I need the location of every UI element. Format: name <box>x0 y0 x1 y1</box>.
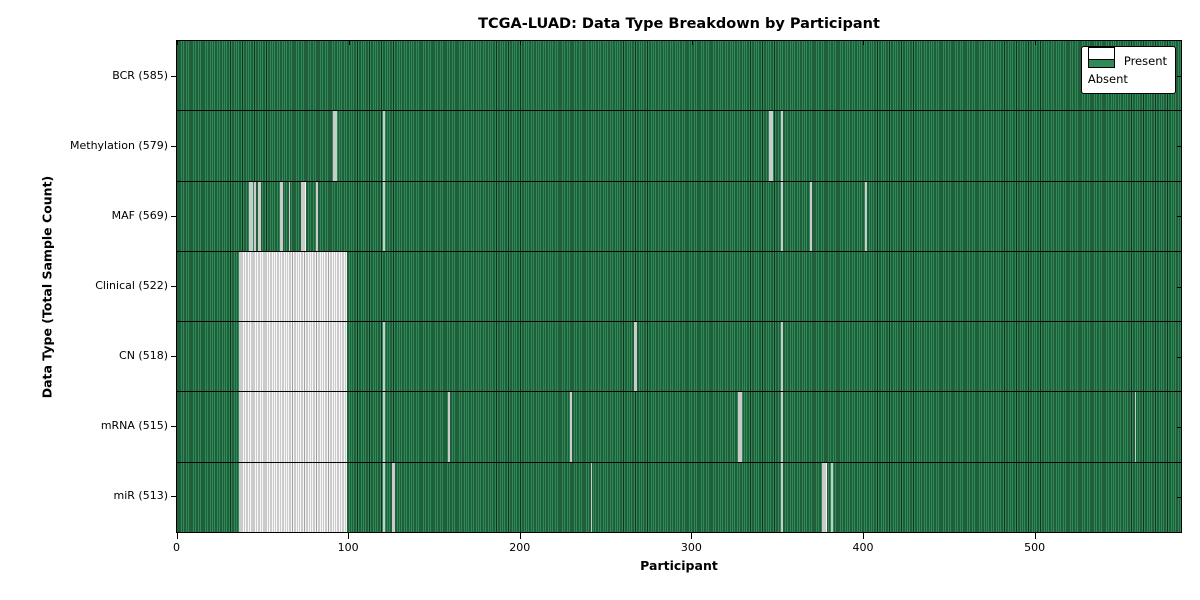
absent-block <box>316 181 318 251</box>
absent-block <box>382 181 385 251</box>
absent-block <box>254 181 256 251</box>
heatmap-row-bcr <box>177 41 1181 112</box>
plot-area: Present Absent <box>176 40 1182 533</box>
x-tick-label: 0 <box>173 541 180 554</box>
absent-block <box>238 462 347 532</box>
legend-item-absent: Absent <box>1087 47 1167 88</box>
absent-block <box>288 181 291 251</box>
absent-block <box>333 111 337 181</box>
y-tick-label: miR (513) <box>113 489 169 503</box>
y-tick-mark <box>171 496 176 498</box>
y-tick-label: mRNA (515) <box>100 419 168 433</box>
absent-block <box>1134 392 1137 462</box>
absent-swatch-icon <box>1087 47 1115 60</box>
absent-block <box>738 392 742 462</box>
absent-block <box>781 322 783 392</box>
y-tick-mark <box>171 356 176 358</box>
legend-label-absent: Absent <box>1087 72 1128 86</box>
absent-block <box>822 462 828 532</box>
absent-block <box>300 181 306 251</box>
absent-block <box>590 462 593 532</box>
absent-block <box>781 462 783 532</box>
legend-label-present: Present <box>1123 54 1167 68</box>
absent-block <box>769 111 773 181</box>
x-tick-mark <box>520 41 522 45</box>
y-tick-label: Methylation (579) <box>70 138 168 152</box>
x-tick-label: 400 <box>852 541 874 554</box>
x-tick-mark <box>862 533 864 539</box>
absent-block <box>238 251 347 322</box>
absent-block <box>382 322 385 392</box>
x-axis-label: Participant <box>640 558 718 573</box>
y-tick-mark <box>171 145 176 147</box>
x-tick-mark <box>348 533 350 539</box>
y-tick-label: CN (518) <box>119 349 168 363</box>
absent-block <box>238 322 347 392</box>
x-tick-label: 500 <box>1024 541 1046 554</box>
absent-block <box>781 181 783 251</box>
x-tick-mark <box>176 533 178 539</box>
x-tick-mark <box>348 41 350 45</box>
absent-block <box>448 392 450 462</box>
legend: Present Absent <box>1080 46 1176 94</box>
absent-block <box>781 111 783 181</box>
heatmap-row-mir <box>177 462 1181 532</box>
y-tick-mark <box>1177 356 1181 358</box>
y-tick-mark <box>171 426 176 428</box>
heatmap-rows <box>177 41 1181 532</box>
absent-block <box>633 322 637 392</box>
y-tick-mark <box>171 286 176 287</box>
y-tick-label: MAF (569) <box>111 208 168 222</box>
absent-block <box>257 181 262 251</box>
absent-block <box>810 181 812 251</box>
y-tick-mark <box>1177 496 1181 498</box>
y-tick-mark <box>1177 76 1181 78</box>
absent-block <box>830 462 833 532</box>
y-tick-mark <box>1177 426 1181 428</box>
y-tick-label: Clinical (522) <box>95 279 168 292</box>
x-tick-mark <box>691 41 693 45</box>
absent-block <box>382 392 385 462</box>
absent-block <box>249 181 253 251</box>
y-tick-mark <box>171 75 176 77</box>
heatmap-row-mrna <box>177 392 1181 463</box>
y-tick-mark <box>1177 146 1181 148</box>
absent-block <box>382 111 385 181</box>
x-tick-mark <box>1034 533 1036 539</box>
absent-block <box>570 392 572 462</box>
x-tick-label: 100 <box>337 541 359 554</box>
x-tick-mark <box>1035 41 1037 45</box>
y-tick-mark <box>171 215 176 217</box>
absent-block <box>238 392 347 462</box>
y-tick-mark <box>1177 216 1181 218</box>
absent-block <box>382 462 385 532</box>
y-tick-label: BCR (585) <box>112 68 168 82</box>
absent-block <box>279 181 284 251</box>
absent-block <box>781 392 783 462</box>
y-tick-mark <box>1177 286 1181 288</box>
absent-block <box>865 181 867 251</box>
x-tick-mark <box>519 533 521 539</box>
heatmap-row-cn <box>177 322 1181 393</box>
chart-title: TCGA-LUAD: Data Type Breakdown by Partic… <box>478 16 880 32</box>
x-tick-mark <box>863 41 865 45</box>
heatmap-row-maf <box>177 181 1181 252</box>
heatmap-row-methylation <box>177 111 1181 182</box>
x-tick-mark <box>691 533 693 539</box>
x-tick-label: 300 <box>680 541 702 554</box>
heatmap-row-clinical <box>177 251 1181 323</box>
absent-block <box>391 462 395 532</box>
x-tick-label: 200 <box>509 541 531 554</box>
x-tick-mark <box>177 41 178 45</box>
